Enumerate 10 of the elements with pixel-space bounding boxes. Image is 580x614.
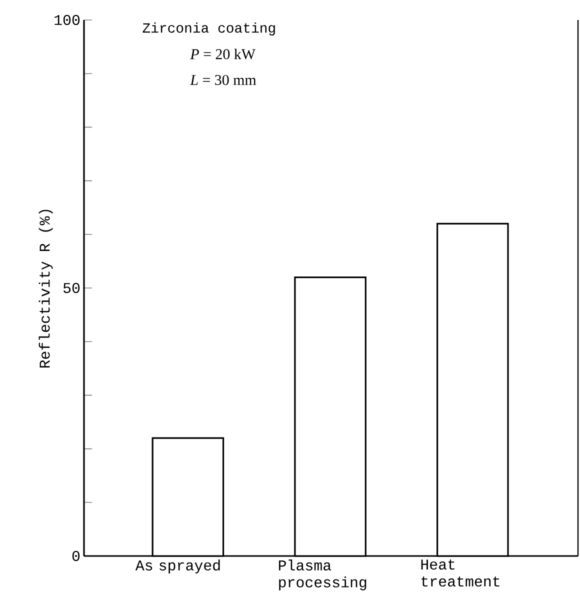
y-tick-label: 0 <box>72 550 80 562</box>
annotation: Zirconia coating <box>142 22 275 36</box>
annotation: P = 20 kW <box>190 48 256 60</box>
annotation: L = 30 mm <box>190 74 256 86</box>
y-axis-title: Reflectivity R (%) <box>38 210 53 368</box>
x-tick-label: Plasma processing <box>278 560 366 590</box>
y-tick-label: 50 <box>63 282 80 294</box>
x-tick-label: Heat treatment <box>421 560 500 587</box>
x-tick-label: As sprayed <box>135 560 220 574</box>
y-tick-label: 100 <box>54 14 80 26</box>
